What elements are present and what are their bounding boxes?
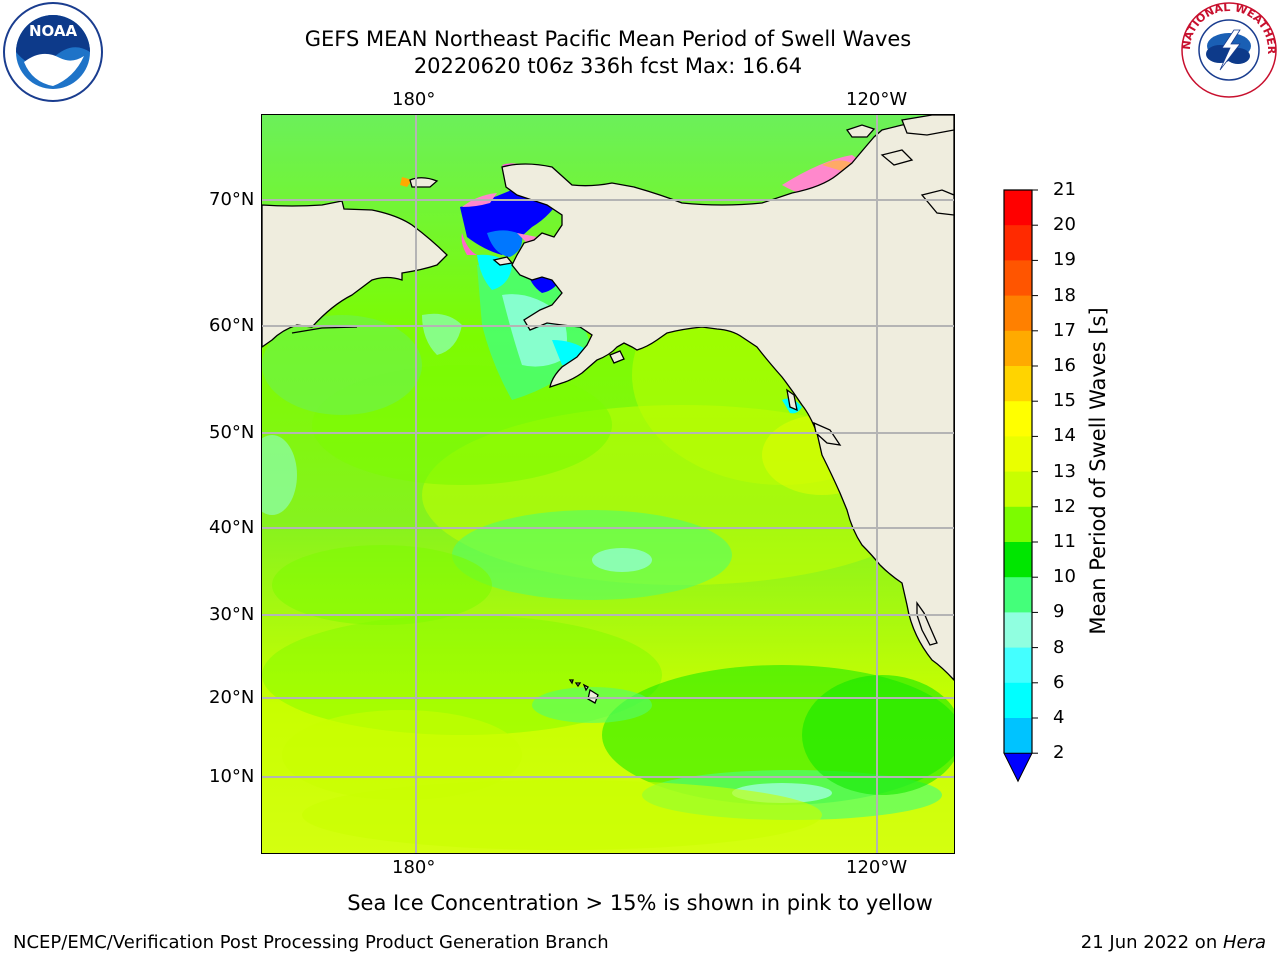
colorbar-label: 10	[1053, 566, 1076, 588]
hawaii-big	[587, 688, 599, 704]
arctic-islands-2	[901, 115, 954, 136]
colorbar-under-arrow	[1003, 752, 1033, 783]
victoria-island	[920, 189, 954, 216]
arctic-islands	[845, 124, 876, 138]
colorbar-segment	[1004, 295, 1032, 332]
lon-label-bottom-180: 180°	[392, 857, 436, 878]
colorbar-label: 12	[1053, 495, 1076, 517]
alaska-canada-land	[501, 118, 954, 681]
footer-date: 21 Jun 2022 on Hera	[1081, 932, 1266, 953]
colorbar-segment	[1004, 612, 1032, 649]
colorbar-label: 14	[1053, 425, 1076, 447]
colorbar-label: 15	[1053, 390, 1076, 412]
colorbar-label: 11	[1053, 531, 1076, 552]
footer-credit: NCEP/EMC/Verification Post Processing Pr…	[13, 932, 609, 953]
colorbar-segment	[1004, 682, 1032, 719]
nws-logo: NATIONAL WEATHER SERVICE	[1174, 0, 1280, 104]
colorbar-segment	[1004, 260, 1032, 297]
colorbar-label: 13	[1053, 460, 1076, 482]
colorbar-label: 6	[1053, 671, 1065, 693]
banks-island	[880, 149, 914, 166]
hawaii-maui	[582, 683, 589, 692]
aleutian-arc	[291, 326, 358, 334]
footer-date-text: 21 Jun 2022 on	[1080, 932, 1223, 953]
lat-label-30n: 30°N	[209, 604, 255, 625]
colorbar-label: 20	[1053, 214, 1076, 236]
colorbar-segment	[1004, 506, 1032, 543]
colorbar-segment	[1004, 577, 1032, 613]
colorbar-label: 19	[1053, 249, 1076, 271]
chart-subtitle: 20220620 t06z 336h fcst Max: 16.64	[413, 54, 803, 78]
colorbar-segment	[1004, 718, 1032, 754]
chart-title: GEFS MEAN Northeast Pacific Mean Period …	[304, 27, 912, 51]
colorbar-label: 8	[1053, 636, 1065, 658]
colorbar-segment	[1004, 542, 1032, 578]
colorbar-segment	[1004, 647, 1032, 684]
noaa-logo: NOAA	[2, 0, 104, 108]
footer-host: Hera	[1222, 932, 1266, 953]
colorbar-label: 16	[1053, 355, 1076, 376]
map-panel	[262, 115, 954, 854]
colorbar-label: 9	[1053, 601, 1065, 623]
colorbar-label: 17	[1053, 319, 1076, 341]
colorbar-label: 21	[1053, 179, 1076, 200]
lat-label-60n: 60°N	[209, 315, 255, 336]
colorbar-label: 4	[1053, 707, 1065, 728]
lon-label-bottom-120w: 120°W	[846, 857, 908, 878]
colorbar-segment	[1004, 401, 1032, 437]
hawaii-oahu	[574, 682, 582, 688]
noaa-logo-text: NOAA	[29, 22, 78, 40]
colorbar-title: Mean Period of Swell Waves [s]	[1086, 307, 1110, 635]
colorbar-label: 2	[1053, 742, 1065, 764]
hawaii-kauai	[568, 679, 574, 685]
kodiak-island	[609, 350, 625, 364]
queen-charlotte	[786, 388, 798, 412]
sea-ice-note: Sea Ice Concentration > 15% is shown in …	[347, 891, 933, 915]
lon-label-top-120w: 120°W	[846, 89, 908, 110]
colorbar-segment	[1004, 190, 1032, 226]
colorbar-segment	[1004, 471, 1032, 508]
colorbar-segment	[1004, 366, 1032, 402]
colorbar	[1000, 186, 1050, 790]
lat-label-10n: 10°N	[209, 766, 255, 787]
colorbar-label: 18	[1053, 284, 1076, 306]
st-lawrence-island	[492, 256, 514, 266]
lat-label-40n: 40°N	[209, 517, 255, 538]
lat-label-70n: 70°N	[209, 189, 255, 210]
colorbar-segment	[1004, 436, 1032, 473]
lon-label-top-180: 180°	[392, 89, 436, 110]
colorbar-segment	[1004, 225, 1032, 261]
graticule	[262, 115, 954, 854]
colorbar-segment	[1004, 330, 1032, 367]
lat-label-20n: 20°N	[209, 687, 255, 708]
lat-label-50n: 50°N	[209, 422, 255, 443]
